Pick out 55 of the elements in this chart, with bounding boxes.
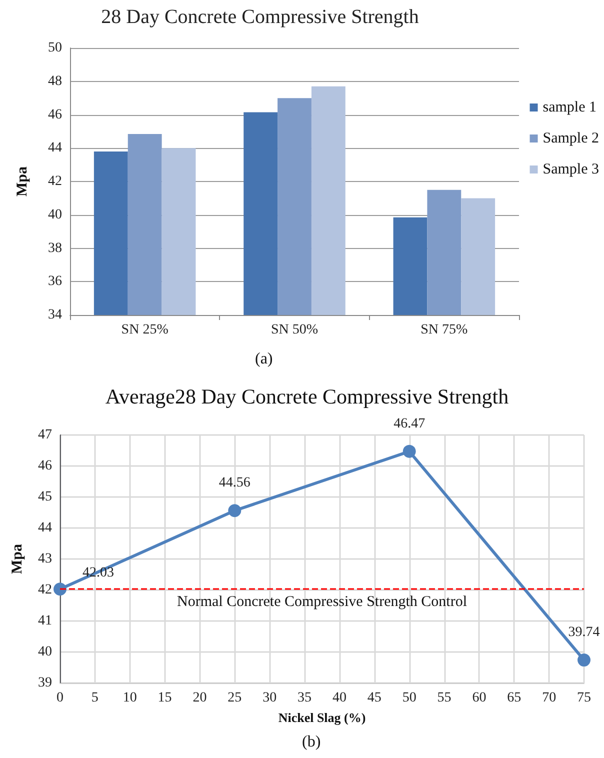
y-tick-label: 38 <box>48 240 62 256</box>
x-tick-label: 40 <box>332 690 346 706</box>
y-tick-label: 42 <box>48 174 62 189</box>
y-tick-label: 48 <box>48 74 62 89</box>
y-tick-label: 41 <box>38 614 52 628</box>
y-tick-label: 46 <box>38 458 52 474</box>
ref-line-label: Normal Concrete Compressive Strength Control <box>177 594 467 610</box>
x-tick-label: 5 <box>91 690 98 706</box>
legend-label: Sample 3 <box>542 162 600 178</box>
point <box>402 444 416 458</box>
x-tick-label: 0 <box>56 690 64 706</box>
y-tick-label: 34 <box>48 308 62 322</box>
y-tick-label: 44 <box>38 520 52 536</box>
x-tick-label: SN 75% <box>420 322 468 338</box>
legend-label: sample 1 <box>542 100 597 116</box>
text: (b) <box>302 734 321 750</box>
y-tick-label: 46 <box>48 107 62 122</box>
point <box>54 582 66 596</box>
y-tick-label: 40 <box>48 207 62 222</box>
y-tick-label: 36 <box>48 274 62 290</box>
y-tick-label: 45 <box>38 490 52 504</box>
x-tick-label: 75 <box>577 690 591 706</box>
x-tick-label: 50 <box>402 690 416 706</box>
y-axis-title: Mpa <box>10 544 26 574</box>
point <box>228 504 242 518</box>
x-tick-label: SN 50% <box>270 322 318 338</box>
x-tick-label: 10 <box>122 690 137 706</box>
x-tick-label: 30 <box>262 690 277 706</box>
x-tick-label: 45 <box>367 690 382 706</box>
chart-title: 28 Day Concrete Compressive Strength <box>101 6 419 28</box>
y-tick-label: 50 <box>48 40 62 56</box>
data-label: 44.56 <box>218 476 250 491</box>
data-label: 46.47 <box>394 416 426 432</box>
point <box>578 654 590 667</box>
y-tick-label: 40 <box>38 644 52 660</box>
y-tick-label: 43 <box>38 552 52 566</box>
x-tick-label: 35 <box>298 690 312 706</box>
x-tick-label: 65 <box>507 690 522 706</box>
y-tick-label: 47 <box>38 428 52 442</box>
y-tick-label: 39 <box>38 676 52 690</box>
x-tick-label: 70 <box>542 690 556 706</box>
x-tick-label: 55 <box>437 690 452 706</box>
x-axis-title: Nickel Slag (%) <box>278 710 366 725</box>
y-axis-title: Mpa <box>14 166 30 196</box>
y-tick-label: 44 <box>48 140 62 156</box>
x-tick-label: 25 <box>228 690 242 706</box>
chart-title: Average28 Day Concrete Compressive Strength <box>105 384 510 408</box>
x-tick-label: 20 <box>192 690 207 706</box>
text: (a) <box>254 350 273 368</box>
legend-label: Sample 2 <box>542 130 600 146</box>
y-tick-label: 42 <box>38 582 52 598</box>
x-tick-label: 15 <box>158 690 172 706</box>
data-label: 39.74 <box>568 625 600 640</box>
x-tick-label: SN 25% <box>121 322 169 338</box>
x-tick-label: 60 <box>472 690 486 706</box>
